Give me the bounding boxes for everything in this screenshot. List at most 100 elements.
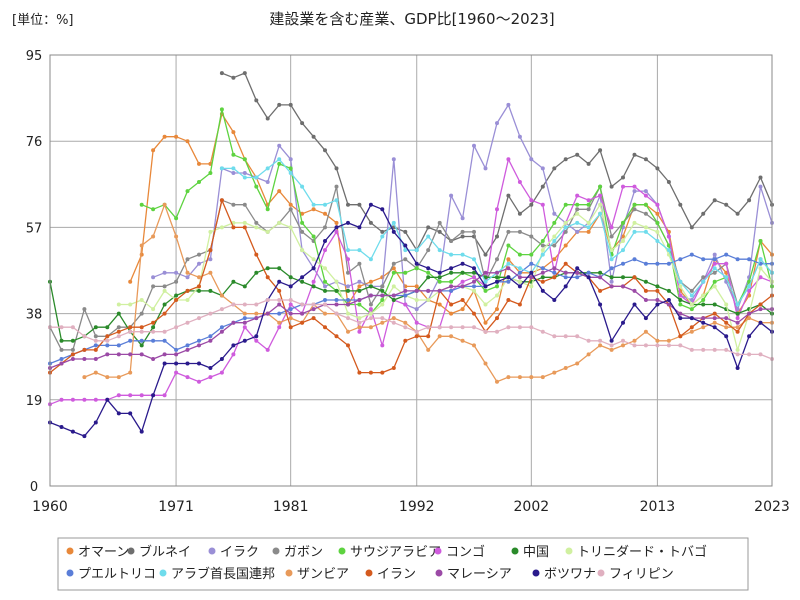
data-point <box>334 166 339 171</box>
data-point <box>575 152 580 157</box>
data-point <box>621 320 625 325</box>
data-point <box>437 275 442 280</box>
data-point <box>357 284 362 289</box>
data-point <box>666 261 671 266</box>
data-point <box>59 397 64 402</box>
data-point <box>368 279 373 284</box>
data-point <box>712 311 717 316</box>
data-point <box>380 293 385 298</box>
data-point <box>380 370 385 375</box>
data-point <box>724 302 729 307</box>
data-point <box>231 225 236 230</box>
y-tick-label: 95 <box>26 49 43 64</box>
data-point <box>334 311 339 316</box>
data-point <box>517 325 522 330</box>
data-point <box>517 279 522 284</box>
data-point <box>563 202 568 207</box>
data-point <box>197 161 201 166</box>
data-point <box>575 220 580 225</box>
data-point <box>472 143 476 148</box>
data-point <box>219 370 224 375</box>
data-point <box>414 298 419 302</box>
data-point <box>300 248 305 253</box>
data-point <box>357 261 362 266</box>
legend-marker <box>435 569 443 577</box>
data-point <box>368 284 373 289</box>
data-point <box>460 234 465 239</box>
data-point <box>552 257 557 262</box>
data-point <box>643 261 648 266</box>
data-point <box>506 375 511 380</box>
data-point <box>575 275 580 280</box>
series-ブルネイ <box>219 71 774 257</box>
data-point <box>598 211 603 216</box>
data-point <box>609 248 614 253</box>
data-point <box>254 270 259 275</box>
data-point <box>529 234 534 239</box>
data-point <box>563 243 568 248</box>
data-point <box>162 352 167 357</box>
data-point <box>643 225 648 230</box>
data-point <box>724 252 729 257</box>
data-point <box>689 288 694 293</box>
x-axis-labels: 1960 1971 1981 1992 2002 2013 2023 <box>32 499 790 515</box>
data-point <box>472 288 476 293</box>
data-point <box>586 352 591 357</box>
data-point <box>460 307 465 312</box>
data-point <box>747 198 752 203</box>
data-point <box>70 352 75 357</box>
data-point <box>472 311 476 316</box>
data-point <box>735 211 740 216</box>
data-point <box>563 220 568 225</box>
data-point <box>151 307 156 312</box>
data-point <box>678 284 683 289</box>
data-point <box>277 320 282 325</box>
data-point <box>265 298 270 302</box>
data-point <box>472 343 476 348</box>
data-point <box>540 279 545 284</box>
data-point <box>449 266 454 271</box>
data-point <box>242 338 247 343</box>
data-point <box>529 202 534 207</box>
data-point <box>82 347 87 352</box>
x-tick-label: 2002 <box>514 499 550 515</box>
data-point <box>288 307 293 312</box>
data-point <box>403 325 408 330</box>
data-point <box>277 220 282 225</box>
data-point <box>712 266 717 271</box>
legend-box <box>57 537 749 591</box>
data-point <box>334 198 339 203</box>
data-point <box>517 252 522 257</box>
data-point <box>174 234 179 239</box>
data-point <box>460 261 465 266</box>
data-point <box>483 275 488 280</box>
data-point <box>334 302 339 307</box>
data-point <box>701 211 706 216</box>
data-point <box>678 202 683 207</box>
data-point <box>242 171 247 175</box>
data-point <box>517 375 522 380</box>
plot-border <box>49 54 773 487</box>
data-point <box>151 329 156 334</box>
data-point <box>197 275 201 280</box>
data-point <box>311 266 316 271</box>
data-point <box>93 347 98 352</box>
data-point <box>495 121 499 126</box>
data-point <box>265 347 270 352</box>
data-point <box>575 266 580 271</box>
y-axis-labels: 0 19 38 57 76 95 <box>26 49 43 495</box>
data-point <box>735 325 740 330</box>
legend-label: イラク <box>220 545 259 560</box>
data-point <box>632 220 637 225</box>
data-point <box>758 302 763 307</box>
legend-label: ガボン <box>284 545 323 560</box>
data-point <box>701 325 706 330</box>
data-point <box>472 284 476 289</box>
data-point <box>139 202 144 207</box>
data-point <box>701 316 706 321</box>
data-point <box>357 325 362 330</box>
data-point <box>517 270 522 275</box>
data-point <box>139 352 144 357</box>
y-tick-label: 57 <box>26 221 43 236</box>
data-point <box>357 320 362 325</box>
